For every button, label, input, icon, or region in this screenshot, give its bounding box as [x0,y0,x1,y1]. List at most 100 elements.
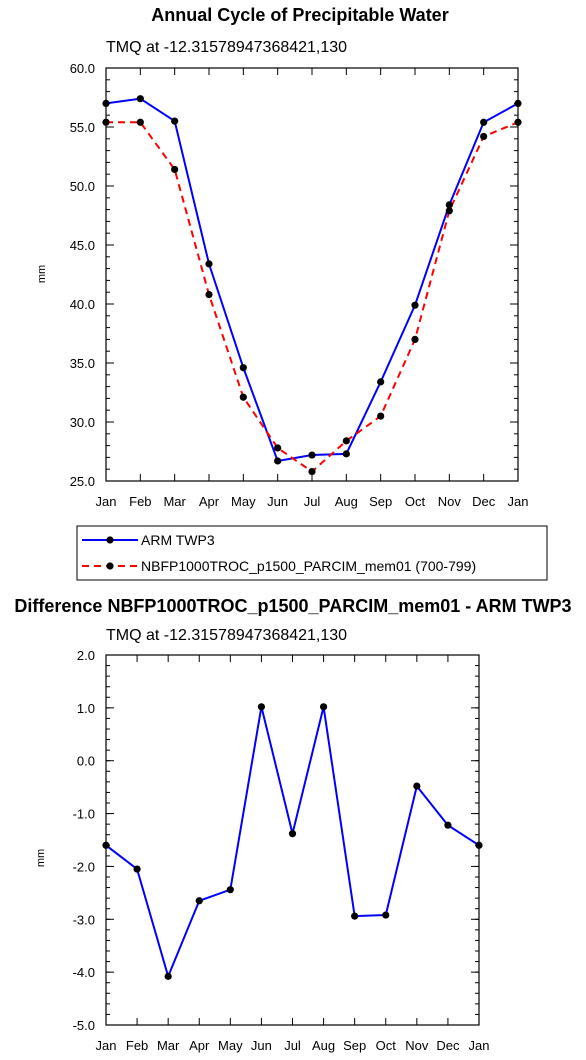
series-1-point [480,132,488,141]
series-1-point [102,118,110,126]
y-tick-label: 40.0 [70,297,95,312]
series-0-point [239,364,247,372]
x-tick-label: Mar [157,1038,180,1053]
series-1-point [514,118,522,126]
y-tick-label: 0.0 [77,754,95,769]
series-1-point [411,335,419,343]
y-tick-label: -1.0 [73,807,95,822]
annual-cycle-chart: Annual Cycle of Precipitable Water TMQ a… [36,5,548,581]
series-0-point [136,95,144,103]
y-tick-label: 1.0 [77,701,95,716]
series-1-point [274,444,282,452]
series-0-point [102,841,110,849]
legend-marker-model [106,562,114,570]
x-tick-label: Jun [267,494,288,509]
x-tick-label: Jan [469,1038,490,1053]
x-tick-label: Mar [163,494,186,509]
x-tick-label: Feb [126,1038,148,1053]
y-tick-label: 2.0 [77,648,95,663]
x-tick-label: Jul [284,1038,301,1053]
series-0-point [133,865,141,873]
legend-label-model: NBFP1000TROC_p1500_PARCIM_mem01 (700-799… [141,558,476,574]
series-0-point [257,703,266,711]
y-tick-label: -2.0 [73,859,95,874]
series-0-point [226,886,234,894]
chart1-plot-frame [105,67,519,482]
x-tick-label: Apr [199,494,220,509]
series-0-point [164,972,172,980]
series-1-point [171,165,179,174]
x-tick-label: Dec [436,1038,460,1053]
x-tick-label: Sep [369,494,392,509]
x-tick-label: Dec [472,494,496,509]
x-tick-label: Jan [96,1038,117,1053]
x-tick-label: Aug [335,494,358,509]
y-tick-label: 45.0 [70,238,95,253]
series-1-point [205,290,213,299]
series-0-point [319,703,328,711]
y-tick-label: -3.0 [73,912,95,927]
series-line-0 [105,97,519,463]
series-0-point [514,99,522,107]
series-0-point [351,912,359,920]
series-1-point [377,412,385,420]
chart2-title: Difference NBFP1000TROC_p1500_PARCIM_mem… [14,596,571,616]
x-tick-label: Aug [312,1038,335,1053]
legend-label-arm: ARM TWP3 [141,532,215,548]
chart1-legend: ARM TWP3 NBFP1000TROC_p1500_PARCIM_mem01… [76,525,548,581]
series-0-point [171,117,179,125]
y-tick-label: 25.0 [70,474,95,489]
chart2-subtitle: TMQ at -12.31578947368421,130 [106,627,347,644]
y-tick-label: -5.0 [73,1018,95,1033]
chart2-ylabel: mm [35,849,47,867]
y-tick-label: 30.0 [70,415,95,430]
series-0-point [102,99,110,107]
chart1-subtitle: TMQ at -12.31578947368421,130 [106,39,347,56]
y-tick-label: 50.0 [70,179,95,194]
chart1-ylabel: mm [36,265,48,283]
chart2-plot-frame [105,654,480,1026]
series-1-point [342,437,350,445]
series-1-point [239,393,247,401]
x-tick-label: Jan [508,494,529,509]
x-tick-label: Apr [189,1038,210,1053]
y-tick-label: 60.0 [70,61,95,76]
series-0-point [205,260,213,268]
series-line-0 [105,706,480,980]
x-tick-label: Oct [405,494,426,509]
series-0-point [480,118,488,126]
y-tick-label: 35.0 [70,356,95,371]
series-1-point [136,118,144,126]
series-0-point [445,201,453,209]
x-tick-label: May [218,1038,243,1053]
x-tick-label: Jan [96,494,117,509]
legend-marker-arm [106,536,114,544]
x-tick-label: Sep [343,1038,366,1053]
y-tick-label: 55.0 [70,120,95,135]
x-tick-label: May [231,494,256,509]
x-tick-label: Jul [304,494,321,509]
legend-box [76,525,548,581]
series-1-point [445,207,453,215]
x-tick-label: Nov [405,1038,429,1053]
series-1-point [308,467,316,476]
chart1-title: Annual Cycle of Precipitable Water [151,5,448,25]
series-line-1 [106,121,519,473]
series-0-point [475,841,483,849]
series-0-point [308,451,316,459]
series-0-point [382,911,390,919]
series-0-point [377,378,385,386]
series-0-point [342,450,350,458]
series-0-point [274,457,282,465]
y-tick-label: -4.0 [73,965,95,980]
series-0-point [411,301,419,309]
x-tick-label: Nov [438,494,462,509]
series-0-point [444,821,452,829]
difference-chart: Difference NBFP1000TROC_p1500_PARCIM_mem… [14,596,571,1053]
x-tick-label: Oct [376,1038,397,1053]
x-tick-label: Feb [129,494,151,509]
series-0-point [413,782,421,790]
series-0-point [195,897,203,905]
x-tick-label: Jun [251,1038,272,1053]
